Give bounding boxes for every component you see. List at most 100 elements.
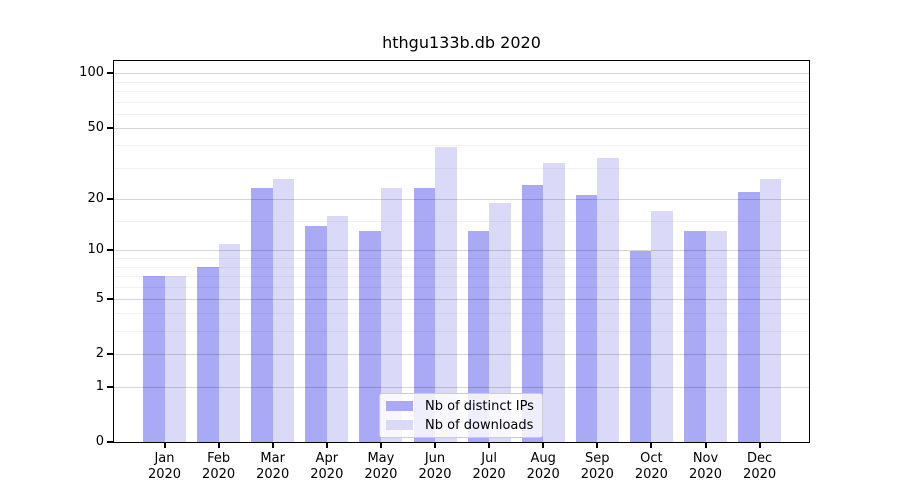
gridline-minor [114, 91, 809, 93]
bar-downloads-feb [218, 243, 241, 442]
bar-distinct-ips-jan [143, 275, 165, 442]
y-axis-tick [107, 353, 113, 356]
gridline-minor [114, 101, 809, 103]
x-tick-month: Mar [260, 451, 285, 466]
gridline-major [114, 127, 809, 129]
x-axis-tick [542, 443, 545, 448]
bar-downloads-jul [489, 202, 511, 442]
x-tick-label: Dec 2020 [733, 451, 787, 483]
bar-downloads-sep [597, 158, 619, 442]
y-axis-tick [107, 72, 113, 75]
gridline-minor [114, 220, 809, 222]
x-tick-year: 2020 [688, 467, 723, 482]
x-axis-tick [758, 443, 761, 448]
x-tick-label: Oct 2020 [624, 451, 678, 483]
y-tick-label: 0 [95, 434, 104, 449]
bar-downloads-oct [651, 211, 673, 442]
x-axis-tick [434, 443, 436, 448]
x-tick-year: 2020 [634, 467, 668, 482]
bar-downloads-dec [759, 178, 782, 442]
bar-downloads-may [380, 188, 403, 442]
y-axis-tick [107, 385, 113, 388]
y-tick-label: 100 [79, 65, 104, 81]
y-axis-tick [107, 126, 113, 129]
bar-downloads-nov [705, 231, 727, 442]
y-tick-label: 20 [87, 190, 104, 206]
y-axis-tick [107, 249, 113, 252]
y-tick-label: 50 [87, 119, 104, 135]
x-tick-month: Jun [424, 451, 446, 466]
bar-distinct-ips-dec [738, 191, 760, 442]
x-tick-label: Jan 2020 [138, 451, 192, 483]
bar-distinct-ips-nov [684, 231, 706, 442]
plot-area [113, 60, 810, 443]
legend-swatch-distinct-ips [386, 401, 413, 411]
x-tick-month: Dec [747, 451, 773, 466]
x-tick-month: Aug [530, 451, 556, 466]
bar-downloads-jun [435, 147, 457, 442]
gridline-major [114, 73, 809, 75]
legend-label-downloads: Nb of downloads [425, 417, 534, 433]
bar-downloads-apr [326, 215, 349, 442]
x-tick-label: Mar 2020 [246, 451, 300, 483]
bar-downloads-jan [164, 275, 186, 442]
y-axis-tick [107, 197, 113, 200]
x-tick-label: Aug 2020 [516, 451, 570, 483]
legend-item-distinct-ips: Nb of distinct IPs [386, 399, 536, 414]
x-tick-year: 2020 [743, 467, 777, 482]
gridline-minor [114, 167, 809, 169]
x-tick-year: 2020 [256, 467, 290, 482]
y-tick-label: 2 [95, 346, 104, 362]
x-tick-year: 2020 [364, 467, 398, 482]
legend-swatch-downloads [386, 420, 413, 430]
x-tick-year: 2020 [147, 467, 182, 482]
bar-distinct-ips-feb [197, 266, 219, 442]
bar-distinct-ips-sep [575, 195, 598, 442]
x-tick-month: Sep [585, 451, 610, 466]
x-axis-tick [379, 443, 382, 448]
x-axis-tick [488, 443, 491, 448]
x-tick-year: 2020 [472, 467, 506, 482]
bar-distinct-ips-apr [305, 225, 327, 442]
x-axis-tick [325, 443, 328, 448]
x-tick-month: May [367, 451, 395, 466]
x-tick-month: Feb [207, 451, 231, 466]
x-tick-year: 2020 [202, 467, 236, 482]
x-axis-tick [163, 443, 166, 448]
x-tick-year: 2020 [418, 467, 452, 482]
x-tick-year: 2020 [526, 467, 560, 482]
x-tick-month: Jul [481, 451, 497, 466]
gridline-minor [114, 81, 809, 83]
y-axis-tick [107, 441, 113, 443]
x-axis-tick [596, 443, 599, 448]
x-tick-label: May 2020 [354, 451, 408, 483]
gridline-minor [114, 145, 809, 147]
bar-downloads-mar [272, 178, 295, 442]
y-tick-label: 1 [95, 378, 104, 394]
x-tick-label: Feb 2020 [192, 451, 246, 483]
bar-distinct-ips-jul [467, 231, 490, 442]
y-tick-label: 5 [95, 290, 104, 306]
x-tick-month: Oct [640, 451, 663, 466]
legend: Nb of distinct IPs Nb of downloads [379, 393, 543, 438]
x-axis-tick [271, 443, 274, 448]
bar-distinct-ips-mar [251, 188, 273, 442]
x-axis-tick [217, 443, 220, 448]
x-tick-label: Jul 2020 [462, 451, 516, 483]
bar-distinct-ips-jun [413, 188, 435, 442]
bar-distinct-ips-may [359, 231, 381, 442]
legend-item-downloads: Nb of downloads [386, 418, 536, 433]
x-axis-tick [704, 443, 707, 448]
legend-label-distinct-ips: Nb of distinct IPs [425, 398, 534, 414]
bar-distinct-ips-oct [629, 250, 652, 442]
x-tick-month: Jan [154, 451, 175, 466]
gridline-minor [114, 113, 809, 115]
gridline-major [114, 198, 809, 200]
x-tick-label: Sep 2020 [570, 451, 624, 483]
bar-downloads-aug [543, 162, 565, 442]
y-tick-label: 10 [87, 242, 104, 258]
x-axis-tick [650, 443, 653, 448]
x-tick-month: Nov [692, 451, 719, 466]
x-tick-month: Apr [315, 451, 339, 466]
